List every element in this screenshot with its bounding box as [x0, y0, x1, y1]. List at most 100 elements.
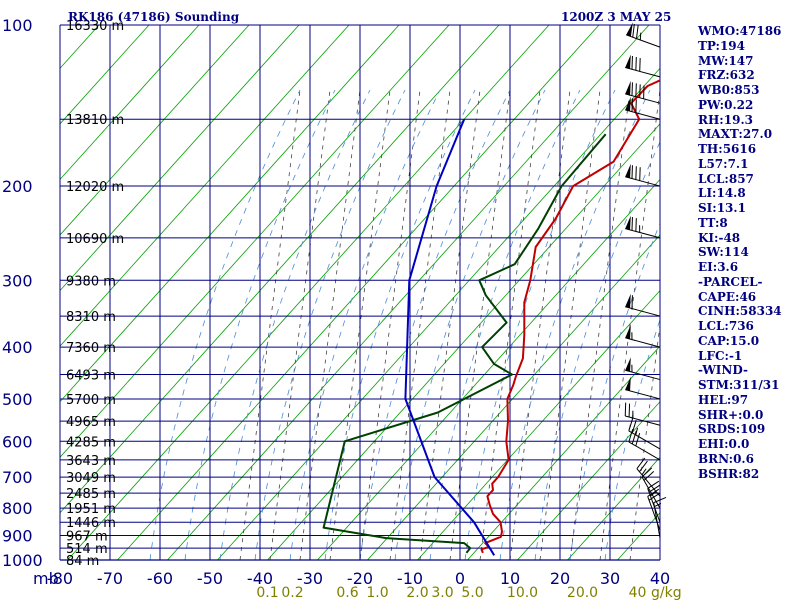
wind-barb	[653, 496, 667, 539]
pressure-label: 500	[2, 390, 33, 409]
index-item: KI:-48	[698, 230, 741, 245]
pressure-label: 600	[2, 432, 33, 451]
height-label: 12020 m	[66, 180, 124, 195]
wind-barbs	[624, 22, 667, 539]
dry-adiabat-line	[299, 89, 361, 560]
dewpoint-line	[322, 133, 607, 554]
barb-staff	[626, 34, 661, 48]
mixing-ratio-label: 0.2	[281, 585, 303, 600]
index-item: LCL:736	[698, 319, 754, 333]
isotherm-line	[60, 25, 150, 125]
mixing-ratio-label: 3.0	[431, 585, 453, 600]
temperature-tick-label: -30	[297, 569, 323, 588]
mixing-ratio-label: 20.0	[567, 585, 598, 600]
dry-adiabat-line	[389, 89, 451, 560]
height-label: 13810 m	[66, 113, 124, 128]
moist-adiabat-line	[464, 89, 616, 560]
barb-flag	[647, 488, 660, 497]
station-title: RK186 (47186) Sounding	[68, 10, 240, 24]
barb-flag	[635, 433, 641, 447]
isotherm-line	[60, 25, 400, 403]
isotherm-line	[567, 456, 660, 560]
temperature-line	[480, 79, 660, 554]
index-item: BRN:0.6	[698, 451, 754, 466]
height-label: 1446 m	[66, 516, 116, 531]
index-item: EI:3.6	[698, 260, 739, 274]
height-label: 4285 m	[66, 435, 116, 450]
index-item: SHR+:0.0	[698, 407, 764, 422]
barb-flag	[636, 25, 639, 39]
temperature-tick-label: 0	[455, 569, 465, 588]
barb-flag	[631, 431, 637, 445]
mixing-ratio-label: 10.0	[507, 585, 538, 600]
height-label: 7360 m	[66, 341, 116, 356]
barb-staff	[625, 389, 661, 400]
barb-pennant	[625, 376, 631, 391]
pressure-label: 200	[2, 177, 33, 196]
index-item: TH:5616	[698, 142, 757, 156]
index-item: LFC:-1	[698, 348, 743, 363]
sounding-time: 1200Z 3 MAY 25	[561, 10, 671, 24]
isotherm-line	[267, 123, 660, 560]
dry-adiabat-line	[419, 89, 481, 560]
mixing-ratio-label: 2.0	[406, 585, 428, 600]
wind-barb	[625, 54, 661, 78]
barb-pennant	[625, 80, 631, 96]
height-label: 3049 m	[66, 471, 116, 486]
moist-adiabat-line	[569, 222, 660, 560]
wind-barb	[641, 467, 661, 509]
barb-flag	[628, 429, 634, 443]
pressure-label: 300	[2, 271, 33, 290]
dry-adiabat-line	[269, 89, 331, 560]
index-item: CAPE:46	[698, 289, 757, 304]
index-item: MW:147	[698, 53, 754, 68]
temperature-tick-label: 20	[550, 569, 570, 588]
pressure-label: 400	[2, 338, 33, 357]
index-item: CAP:15.0	[698, 333, 760, 348]
dry-adiabat-line	[599, 89, 660, 560]
barb-pennant	[625, 324, 631, 340]
index-item: EHI:0.0	[698, 437, 750, 451]
index-item: CINH:58334	[698, 304, 782, 319]
sounding-series	[322, 79, 660, 556]
barb-pennant	[626, 22, 633, 37]
moist-adiabat-line	[394, 89, 546, 560]
index-item: MAXT:27.0	[698, 127, 773, 142]
isotherm-line	[60, 25, 500, 514]
index-item: RH:19.3	[698, 112, 753, 127]
barb-flag	[648, 484, 661, 493]
height-label: 10690 m	[66, 232, 124, 247]
barb-half-flag	[641, 468, 647, 476]
temperature-tick-label: -40	[247, 569, 273, 588]
isotherm-line	[60, 25, 250, 236]
barb-pennant	[625, 54, 631, 69]
mixing-ratio-label: 0.1	[256, 585, 278, 600]
isotherm-line	[67, 25, 550, 560]
wind-barb	[624, 402, 661, 426]
height-label: 4965 m	[66, 415, 116, 430]
isotherm-line	[417, 289, 660, 560]
wind-barb	[625, 324, 661, 348]
barb-pennant	[625, 215, 631, 230]
barb-flag	[631, 420, 637, 434]
mixing-ratio-unit-label: g/kg	[651, 585, 682, 600]
mixing-ratio-label: 5.0	[461, 585, 483, 600]
temperature-tick-label: -50	[197, 569, 223, 588]
pressure-label: 100	[2, 16, 33, 35]
barb-flag	[648, 492, 661, 501]
barb-half-flag	[650, 491, 657, 497]
mixing-ratio-label: 1.0	[366, 585, 388, 600]
pressure-unit-label: mb	[33, 569, 59, 588]
dry-adiabat-line	[359, 89, 421, 560]
moist-adiabat-line	[219, 89, 371, 560]
isotherm-line	[317, 178, 660, 560]
index-item: HEL:97	[698, 392, 749, 407]
dry-adiabat-line	[569, 89, 631, 560]
barb-staff	[625, 109, 661, 120]
moist-adiabat-line	[254, 89, 406, 560]
barb-staff	[628, 441, 661, 461]
index-item: -PARCEL-	[698, 274, 763, 289]
wind-barb	[625, 376, 661, 400]
barb-flag	[647, 480, 660, 489]
index-item: TT:8	[698, 215, 728, 230]
